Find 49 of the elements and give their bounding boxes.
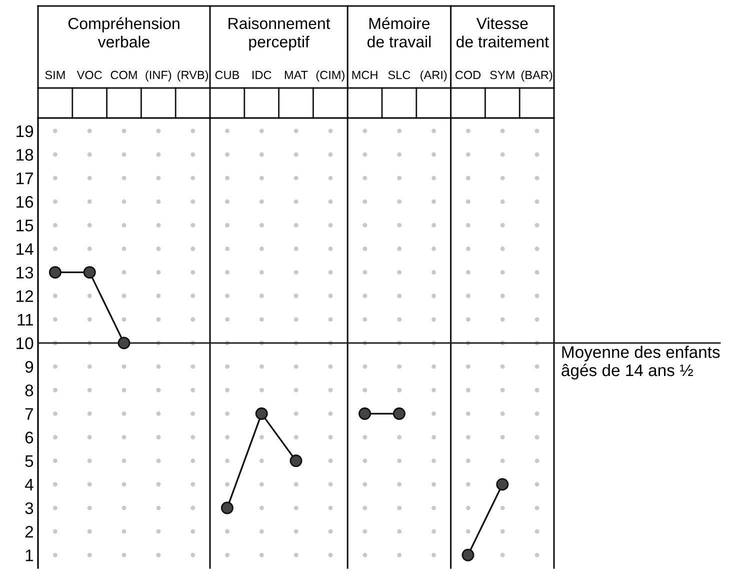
ref-line-label: Moyenne des enfants âgés de 14 ans ½ <box>562 346 720 380</box>
y-tick-label: 12 <box>16 290 33 302</box>
text: Mémoire de travail <box>367 17 431 48</box>
y-tick-label: 5 <box>25 455 34 468</box>
x-tick-label: SIM <box>45 70 65 80</box>
y-tick-label: 18 <box>16 148 34 161</box>
text: Compréhension verbale <box>68 17 180 48</box>
x-tick-label: (BAR) <box>521 70 552 82</box>
point <box>118 336 130 350</box>
x-tick-label: SYM <box>490 70 514 80</box>
y-tick-label: 13 <box>16 266 34 279</box>
x-tick-label: IDC <box>252 70 272 80</box>
x-tick-label: (ARI) <box>420 70 447 82</box>
x-tick-label: COM <box>110 70 137 80</box>
point <box>358 407 372 420</box>
x-tick-label: (CIM) <box>316 70 344 82</box>
x-tick-label: MCH <box>352 70 378 80</box>
text: Vitesse de traitement <box>456 17 549 48</box>
x-tick-label: (RVB) <box>178 70 208 82</box>
y-tick-label: 8 <box>25 384 34 396</box>
y-tick-label: 9 <box>25 360 34 373</box>
point <box>220 502 234 514</box>
y-tick-label: 4 <box>24 478 34 490</box>
y-tick-label: 2 <box>25 526 33 538</box>
x-tick-label: SLC <box>388 70 410 80</box>
point <box>392 407 406 420</box>
x-tick-label: COD <box>455 70 481 80</box>
point <box>255 407 268 420</box>
point <box>462 548 474 562</box>
point <box>48 266 62 279</box>
point <box>290 454 302 468</box>
x-tick-label: CUB <box>215 70 240 80</box>
y-tick-label: 14 <box>16 243 34 255</box>
y-tick-label: 7 <box>25 408 33 420</box>
y-tick-label: 11 <box>18 314 34 326</box>
y-tick-label: 1 <box>26 550 34 562</box>
y-tick-label: 19 <box>16 125 34 138</box>
y-tick-label: 17 <box>16 172 33 184</box>
y-tick-label: 15 <box>16 220 34 232</box>
point <box>83 266 96 279</box>
y-tick-label: 10 <box>16 337 34 350</box>
x-tick-label: MAT <box>284 70 308 80</box>
y-tick-label: 6 <box>25 432 34 444</box>
x-tick-label: (INF) <box>146 70 172 82</box>
y-tick-label: 3 <box>25 502 34 514</box>
y-tick-label: 16 <box>16 196 34 208</box>
x-tick-label: VOC <box>76 70 102 80</box>
text: Raisonnement perceptif <box>228 17 330 51</box>
point <box>496 478 509 491</box>
